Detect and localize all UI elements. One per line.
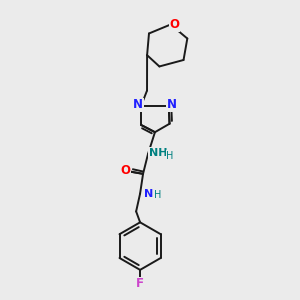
Text: N: N xyxy=(133,98,143,111)
Text: F: F xyxy=(136,277,144,290)
Text: N: N xyxy=(167,98,177,111)
Text: H: H xyxy=(166,151,173,161)
Text: N: N xyxy=(144,189,154,199)
Text: H: H xyxy=(154,190,162,200)
Text: O: O xyxy=(169,18,180,31)
Text: NH: NH xyxy=(149,148,167,158)
Text: O: O xyxy=(120,164,130,177)
